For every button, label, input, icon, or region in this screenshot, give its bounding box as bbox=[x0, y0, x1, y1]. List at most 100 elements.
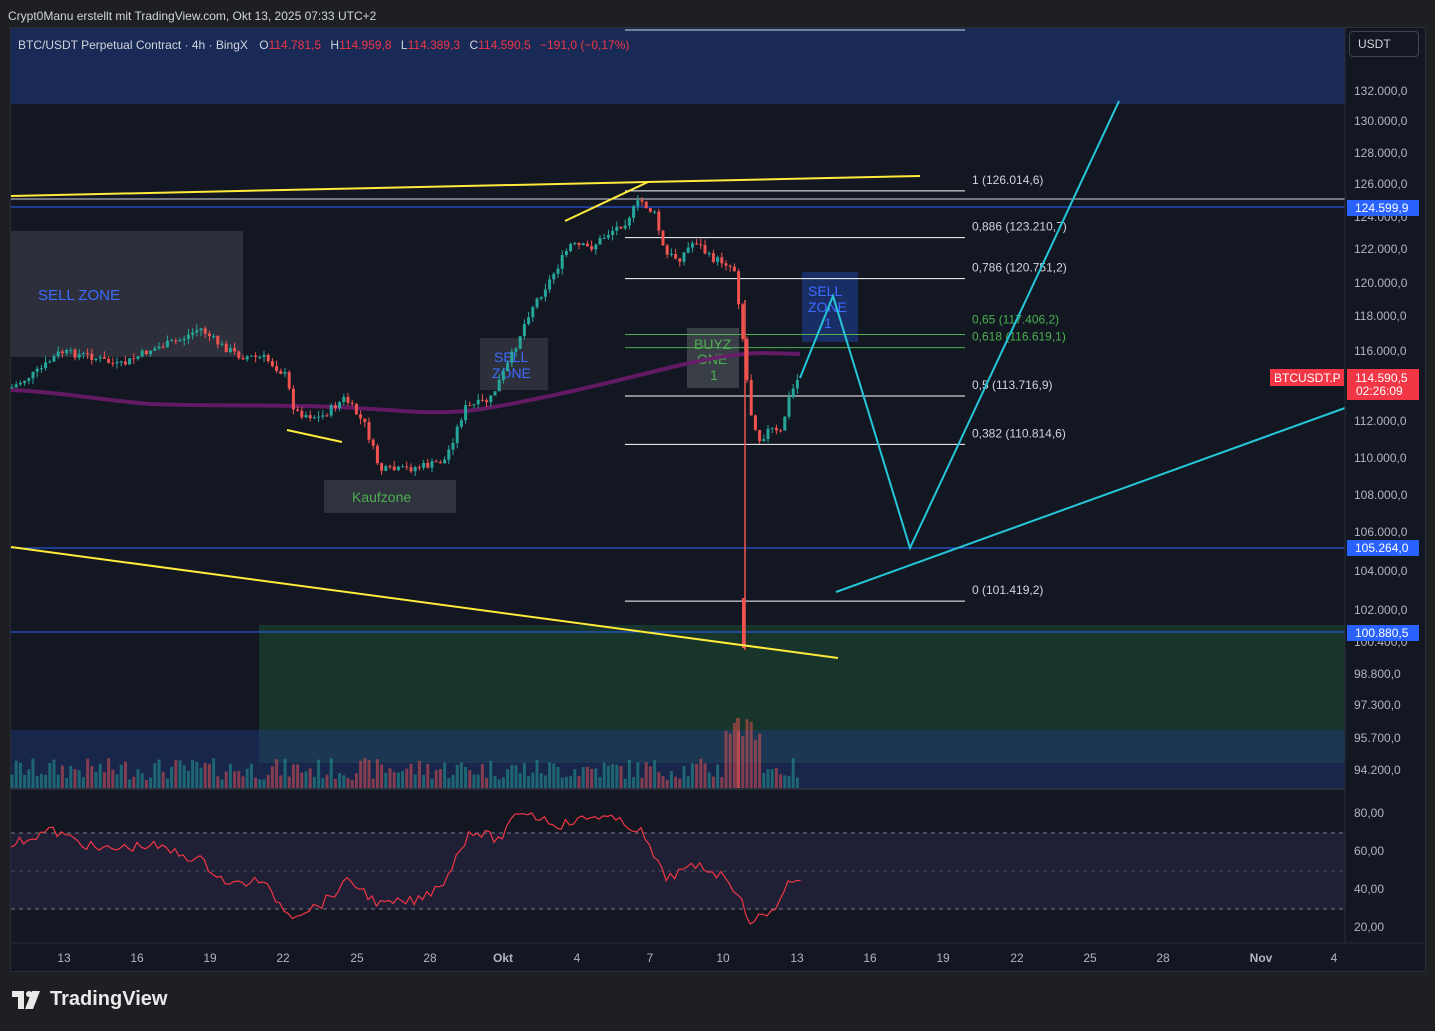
currency-select-button[interactable]: USDT bbox=[1349, 31, 1419, 57]
candle-body bbox=[619, 226, 623, 229]
x-tick-label: 28 bbox=[423, 951, 437, 965]
x-tick-label: 25 bbox=[350, 951, 364, 965]
volume-bar bbox=[623, 778, 627, 788]
volume-bar bbox=[128, 779, 132, 788]
candle-body bbox=[711, 253, 715, 262]
volume-bar bbox=[627, 759, 631, 788]
x-tick-label: 19 bbox=[203, 951, 217, 965]
volume-bar bbox=[447, 778, 451, 788]
volume-bar bbox=[90, 765, 94, 788]
candle-body bbox=[224, 343, 228, 353]
candle-body bbox=[703, 245, 707, 254]
candle-body bbox=[233, 348, 237, 352]
candle-body bbox=[648, 208, 652, 212]
volume-bar bbox=[350, 779, 354, 788]
candle-body bbox=[338, 402, 342, 409]
y-tick-label: 106.000,0 bbox=[1354, 525, 1408, 539]
volume-bar bbox=[149, 777, 153, 788]
candle-body bbox=[724, 263, 728, 266]
legend-o-label: O bbox=[259, 38, 268, 52]
volume-bar bbox=[39, 773, 43, 788]
volume-bar bbox=[396, 772, 400, 788]
volume-bar bbox=[342, 775, 346, 788]
candle-body bbox=[287, 372, 291, 389]
volume-bar bbox=[254, 777, 258, 788]
volume-bar bbox=[308, 768, 312, 788]
volume-bar bbox=[178, 760, 182, 788]
volume-bar bbox=[682, 765, 686, 788]
volume-bar bbox=[291, 764, 295, 788]
candle-body bbox=[485, 400, 489, 403]
candle-body bbox=[535, 298, 539, 308]
candle-body bbox=[443, 459, 447, 464]
volume-bar bbox=[283, 758, 287, 788]
volume-bar bbox=[489, 760, 493, 788]
y-tick-label: 110.000,0 bbox=[1354, 451, 1407, 465]
sell-zone-right-line2: ZONE bbox=[808, 299, 847, 315]
legend-change: −191,0 (−0,17%) bbox=[540, 38, 629, 52]
volume-bar bbox=[44, 774, 48, 788]
sell-zone-right-line3: 1 bbox=[824, 315, 832, 331]
volume-bar bbox=[548, 762, 552, 788]
fib-label-3: 0,65 (117.406,2) bbox=[972, 312, 1059, 326]
candle-body bbox=[144, 350, 148, 355]
candle-body bbox=[560, 254, 564, 269]
candle-body bbox=[518, 336, 522, 349]
volume-bar bbox=[56, 774, 60, 788]
candle-body bbox=[451, 442, 455, 450]
candle-body bbox=[447, 449, 451, 460]
volume-bar bbox=[531, 772, 535, 788]
volume-bar bbox=[766, 769, 770, 788]
x-tick-label: 4 bbox=[1331, 951, 1338, 965]
volume-bar bbox=[270, 766, 274, 788]
candle-body bbox=[405, 466, 409, 468]
volume-bar bbox=[140, 773, 144, 788]
volume-bar bbox=[287, 776, 291, 788]
candle-body bbox=[60, 351, 64, 354]
candle-body bbox=[165, 340, 169, 348]
y-tick-label: 120.000,0 bbox=[1354, 276, 1408, 290]
volume-bar bbox=[506, 769, 510, 788]
candle-body bbox=[170, 340, 174, 342]
candle-body bbox=[552, 273, 556, 280]
candle-body bbox=[653, 211, 657, 213]
candle-body bbox=[283, 372, 287, 374]
y-tick-label: 116.000,0 bbox=[1354, 344, 1407, 358]
rsi-tick-label: 80,00 bbox=[1354, 806, 1384, 820]
tradingview-logo[interactable]: TradingView bbox=[12, 988, 167, 1011]
volume-bar bbox=[581, 767, 585, 788]
volume-bar bbox=[783, 775, 787, 788]
volume-bar bbox=[695, 763, 699, 788]
candle-body bbox=[606, 234, 610, 238]
chart-frame[interactable] bbox=[10, 27, 1426, 972]
volume-bar bbox=[480, 764, 484, 788]
candle-body bbox=[300, 410, 304, 418]
tradingview-logo-icon bbox=[12, 990, 40, 1009]
volume-bar bbox=[573, 769, 577, 788]
candle-body bbox=[581, 243, 585, 246]
volume-bar bbox=[325, 774, 329, 788]
candle-body bbox=[480, 399, 484, 401]
candle-body bbox=[594, 244, 598, 250]
volume-bar bbox=[52, 759, 56, 788]
candle-body bbox=[392, 466, 396, 471]
volume-bar bbox=[749, 721, 753, 788]
countdown-tag: 02:26:09 bbox=[1356, 384, 1403, 398]
candle-body bbox=[111, 362, 115, 364]
candle-body bbox=[590, 246, 594, 250]
volume-bar bbox=[27, 769, 31, 788]
candle-body bbox=[367, 422, 371, 440]
price-tag-high-bg bbox=[1347, 200, 1419, 216]
candle-body bbox=[783, 416, 787, 431]
volume-bar bbox=[199, 767, 203, 788]
candle-body bbox=[94, 358, 98, 361]
volume-bar bbox=[459, 762, 463, 788]
volume-bar bbox=[653, 760, 657, 788]
candle-body bbox=[787, 397, 791, 417]
volume-bar bbox=[367, 759, 371, 788]
candle-body bbox=[191, 332, 195, 335]
volume-bar bbox=[606, 765, 610, 788]
x-tick-label: 22 bbox=[1010, 951, 1024, 965]
x-tick-label: 7 bbox=[647, 951, 654, 965]
